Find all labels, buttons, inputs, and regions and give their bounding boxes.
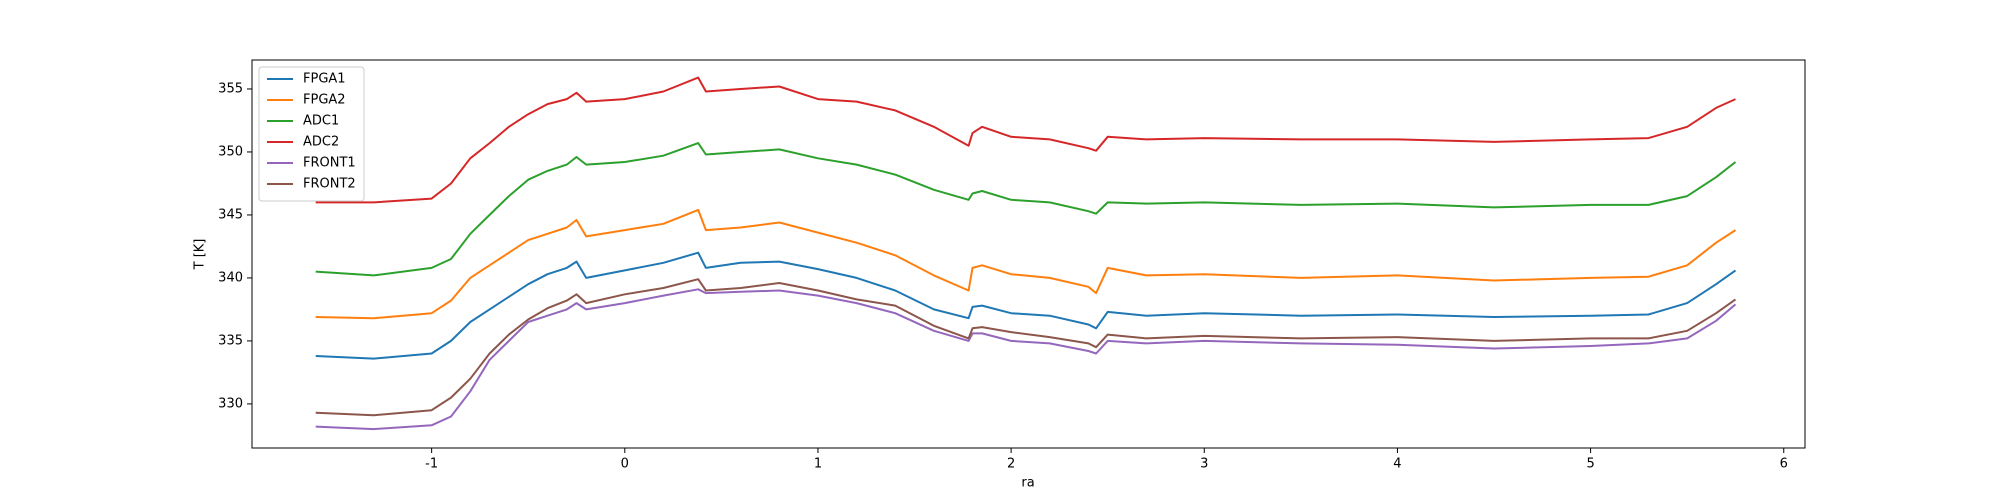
x-tick-label: 2: [1007, 457, 1015, 472]
y-axis-label: T [K]: [193, 239, 208, 271]
series-line: [315, 278, 1737, 417]
y-tick-label: 340: [218, 270, 243, 285]
legend-label: FRONT1: [303, 156, 356, 171]
x-tick-label: 4: [1393, 457, 1401, 472]
series-line: [315, 288, 1737, 431]
x-tick-label: 3: [1200, 457, 1208, 472]
x-tick-label: 5: [1586, 457, 1594, 472]
series-line: [315, 208, 1737, 320]
y-tick-label: 345: [218, 207, 243, 222]
x-tick-label: -1: [425, 457, 438, 472]
series-line: [315, 76, 1736, 204]
x-tick-label: 1: [814, 457, 822, 472]
series-line: [315, 142, 1737, 277]
legend-label: FPGA2: [303, 93, 346, 108]
x-tick-label: 0: [621, 457, 629, 472]
plot-frame: [251, 59, 1806, 449]
legend-label: FPGA1: [303, 72, 346, 87]
y-tick-label: 335: [218, 333, 243, 348]
series-line: [315, 251, 1737, 360]
x-tick-label: 6: [1780, 457, 1788, 472]
legend-label: ADC1: [303, 114, 339, 129]
y-tick-label: 350: [218, 144, 243, 159]
legend-label: FRONT2: [303, 177, 356, 192]
legend-label: ADC2: [303, 135, 339, 150]
x-axis-label: ra: [1021, 476, 1034, 491]
y-tick-label: 330: [218, 396, 243, 411]
y-tick-label: 355: [218, 81, 243, 96]
